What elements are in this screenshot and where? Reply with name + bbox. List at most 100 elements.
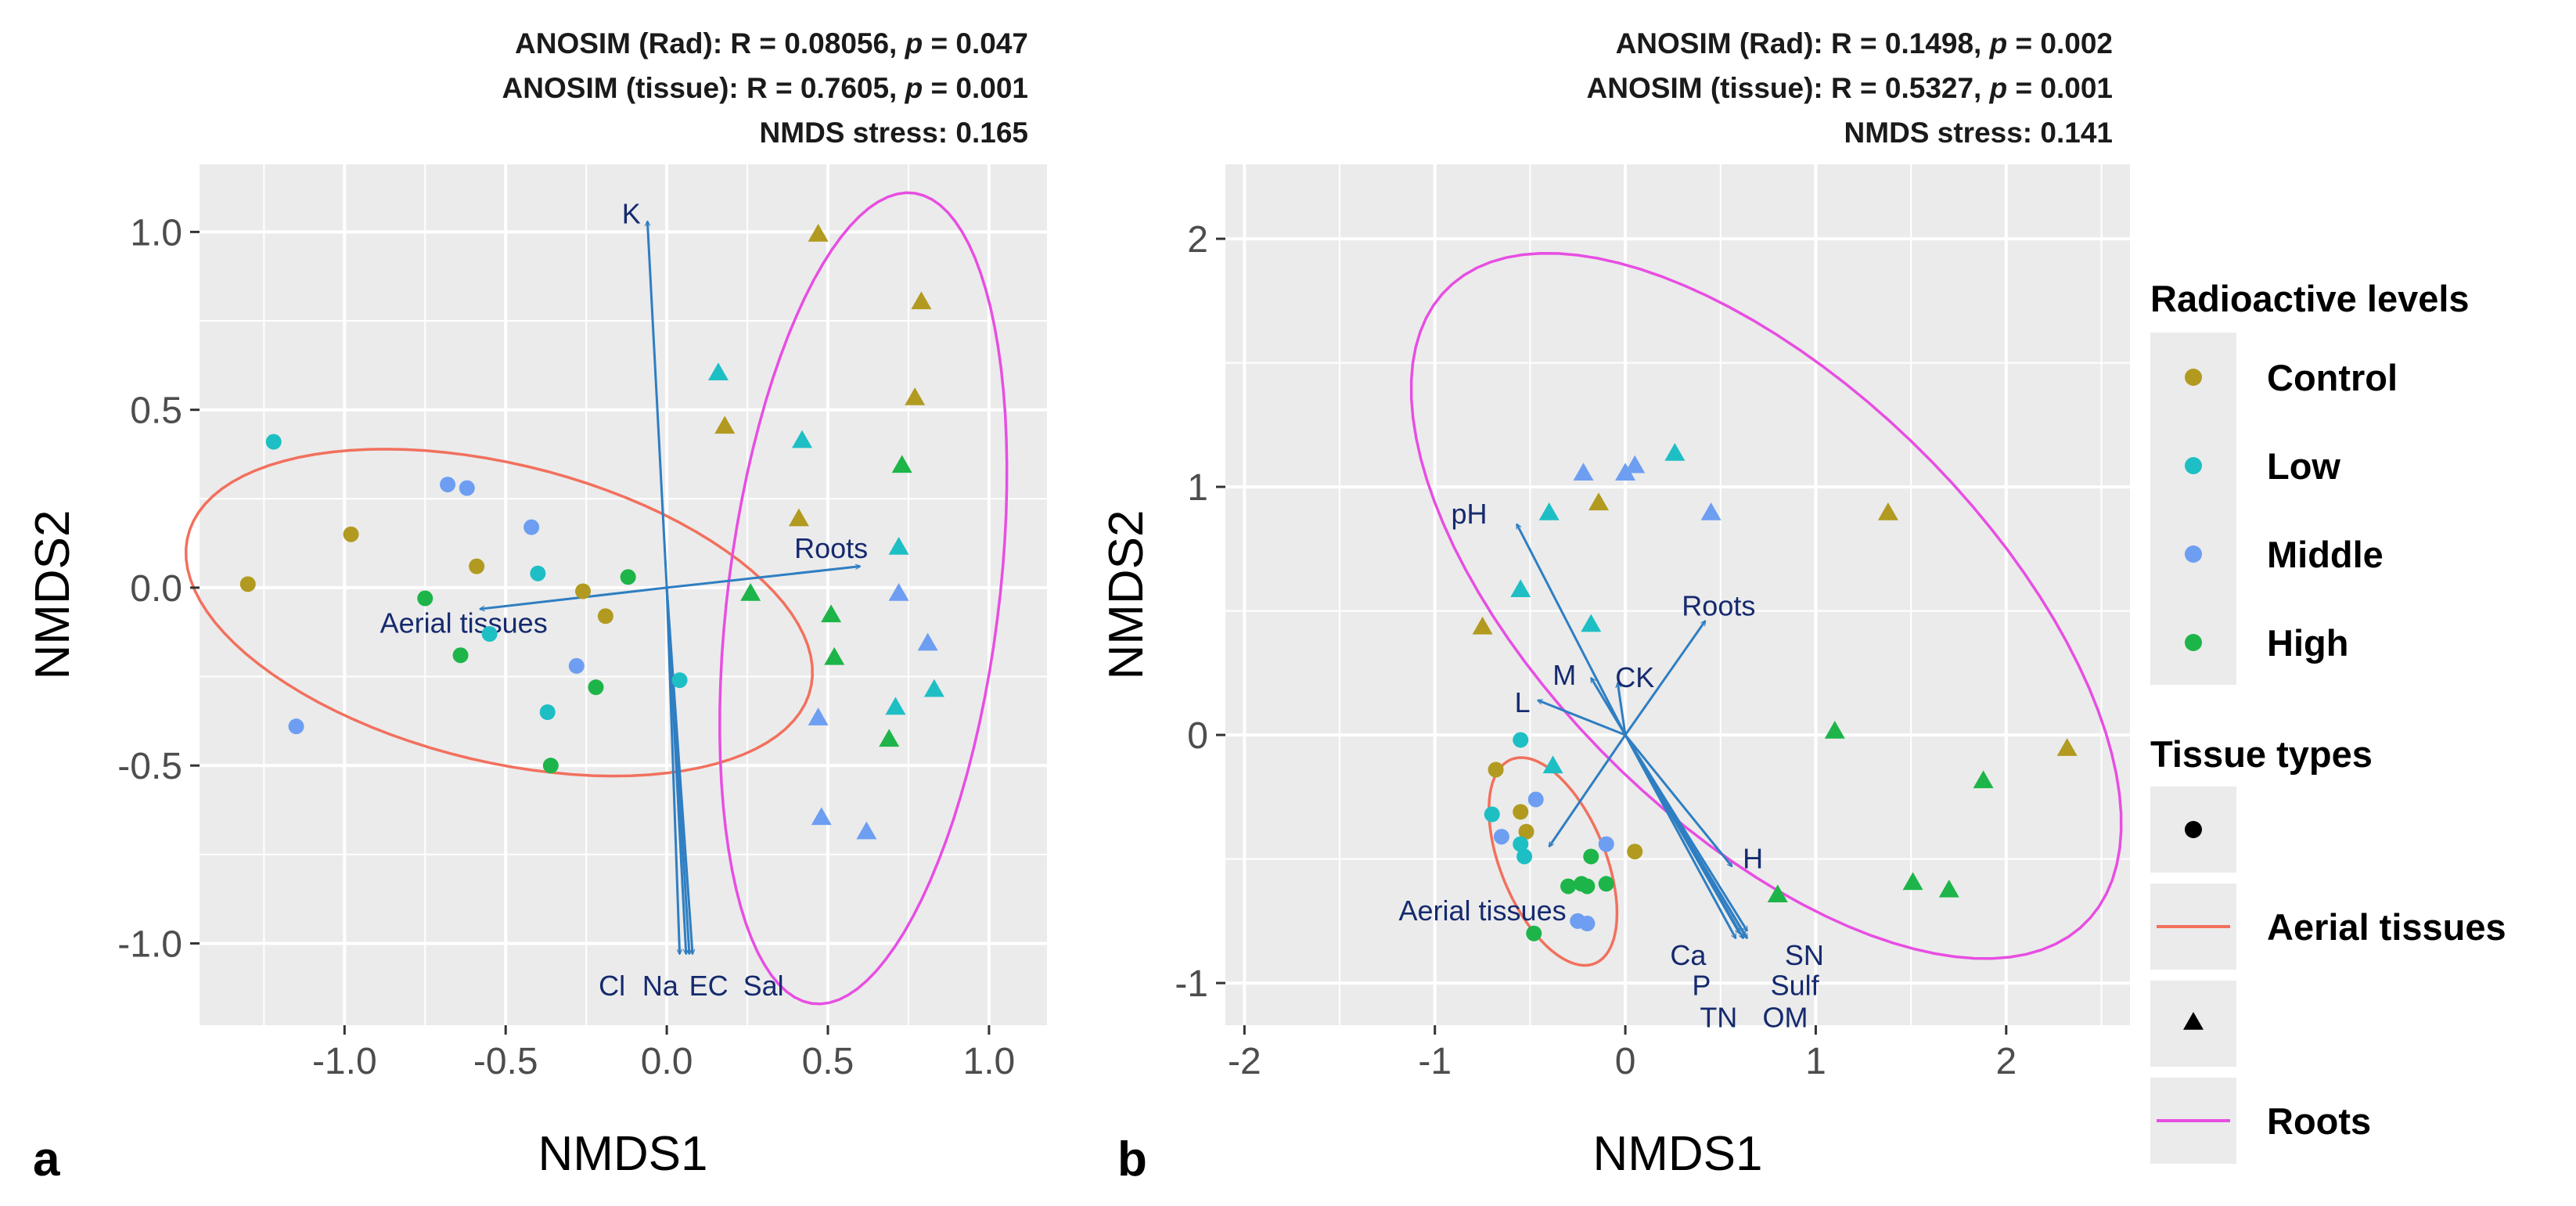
point-aerial-control xyxy=(1513,804,1529,820)
legend-title-radioactive-levels: Radioactive levels xyxy=(2150,278,2470,319)
point-roots-high xyxy=(1767,884,1788,902)
vector-label: pH xyxy=(1451,498,1487,530)
point-roots-high xyxy=(1902,872,1923,891)
title-text: = 0.047 xyxy=(923,27,1028,59)
point-aerial-high xyxy=(1560,878,1577,895)
legend-key-triangle xyxy=(2183,1012,2204,1030)
point-roots-high xyxy=(821,604,842,623)
point-roots-high xyxy=(740,583,761,601)
point-roots-control xyxy=(1588,492,1610,511)
vector-m xyxy=(1589,678,1627,736)
point-aerial-middle xyxy=(1598,836,1614,852)
vector-aerial-tissues xyxy=(480,586,667,609)
point-aerial-high xyxy=(1598,876,1614,892)
legend: Radioactive levels ControlLowMiddleHigh … xyxy=(2150,278,2506,1164)
point-roots-control xyxy=(911,291,932,310)
vector-h xyxy=(1624,734,1732,866)
point-roots-middle xyxy=(1573,463,1594,481)
title-text: = 0.001 xyxy=(923,72,1028,104)
point-roots-middle xyxy=(1700,502,1722,520)
point-roots-low xyxy=(885,697,906,715)
point-aerial-high xyxy=(452,647,469,664)
vector-aerial-tissues xyxy=(1548,734,1627,847)
panel-label: a xyxy=(33,1132,60,1186)
vector-l xyxy=(1538,700,1626,736)
title-text: NMDS stress: 0.165 xyxy=(760,117,1028,149)
ellipse-aerial-tissues xyxy=(184,448,814,778)
x-tick-label: -1.0 xyxy=(312,1041,377,1082)
ellipses xyxy=(1409,251,2123,967)
vector-om xyxy=(1624,734,1749,938)
title-line-2: ANOSIM (tissue): R = 0.7605, p = 0.001 xyxy=(502,72,1028,104)
point-aerial-high xyxy=(588,679,604,696)
vector-sal xyxy=(665,587,693,954)
legend-key-high xyxy=(2185,634,2202,651)
vector-label: CK xyxy=(1615,661,1654,693)
points xyxy=(239,223,944,840)
point-aerial-middle xyxy=(459,480,475,496)
panel-a: ANOSIM (Rad): R = 0.08056, p = 0.047 ANO… xyxy=(26,27,1047,1186)
x-tick-label: 2 xyxy=(1995,1041,2017,1082)
point-aerial-high xyxy=(542,758,559,774)
point-roots-middle xyxy=(1624,455,1646,473)
title-text: = 0.001 xyxy=(2007,72,2113,104)
y-axis-label: NMDS2 xyxy=(1099,509,1153,679)
vector-label: Aerial tissues xyxy=(1399,895,1567,927)
point-aerial-control xyxy=(1627,844,1643,860)
y-tick-label: 0 xyxy=(1187,715,1208,757)
x-axis-label: NMDS1 xyxy=(538,1127,707,1181)
point-roots-low xyxy=(1510,579,1531,598)
point-aerial-control xyxy=(1518,823,1534,840)
point-roots-low xyxy=(1664,442,1686,461)
y-tick-label: 1 xyxy=(1187,467,1208,509)
panel-b: ANOSIM (Rad): R = 0.1498, p = 0.002 ANOS… xyxy=(1099,27,2130,1186)
point-roots-low xyxy=(1538,502,1560,520)
panel-label: b xyxy=(1117,1132,1147,1186)
y-tick-label: 0.0 xyxy=(130,568,182,610)
vector-label: M xyxy=(1552,659,1576,691)
point-aerial-middle xyxy=(1527,791,1544,808)
point-aerial-control xyxy=(343,526,359,542)
vector-ph xyxy=(1516,524,1627,736)
point-roots-control xyxy=(788,508,809,527)
legend-key-low xyxy=(2185,457,2202,474)
title-text: ANOSIM (Rad): R = 0.1498, xyxy=(1616,27,1990,59)
point-roots-high xyxy=(879,729,900,747)
legend-title-tissue-types: Tissue types xyxy=(2150,733,2373,775)
ellipses xyxy=(184,191,1009,1006)
ellipse-roots xyxy=(1409,251,2123,960)
vector-label: Sal xyxy=(743,970,784,1002)
point-roots-high xyxy=(891,455,912,473)
vector-label: H xyxy=(1743,843,1763,875)
point-aerial-middle xyxy=(1579,916,1596,932)
x-tick-label: -2 xyxy=(1228,1041,1261,1082)
vector-label: EC xyxy=(689,970,729,1002)
point-aerial-low xyxy=(671,672,688,689)
vector-label: Ca xyxy=(1670,939,1707,971)
x-tick-label: 0 xyxy=(1615,1041,1636,1082)
point-roots-middle xyxy=(811,807,832,826)
points xyxy=(1472,442,2078,941)
legend-label-middle: Middle xyxy=(2267,534,2384,575)
title-line-2: ANOSIM (tissue): R = 0.5327, p = 0.001 xyxy=(1587,72,2113,104)
y-tick-labels: -1 0 1 2 xyxy=(1175,219,1225,1005)
point-roots-middle xyxy=(1615,463,1636,481)
point-aerial-low xyxy=(1513,732,1529,748)
point-aerial-low xyxy=(530,565,546,581)
vector-label: Roots xyxy=(794,532,868,564)
x-tick-label: -0.5 xyxy=(473,1041,538,1082)
legend-label-aerial-tissues: Aerial tissues xyxy=(2267,906,2506,948)
point-roots-middle xyxy=(917,632,938,651)
vector-roots xyxy=(1624,621,1707,736)
point-aerial-control xyxy=(575,583,592,599)
title-p-symbol: p xyxy=(905,27,923,59)
vector-label: TN xyxy=(1700,1001,1737,1033)
legend-label-low: Low xyxy=(2267,445,2340,487)
title-line-3: NMDS stress: 0.165 xyxy=(760,117,1028,149)
title-p-symbol: p xyxy=(1989,27,2008,59)
y-tick-labels: -1.0 -0.5 0.0 0.5 1.0 xyxy=(117,212,200,965)
point-aerial-control xyxy=(239,576,256,592)
vector-label: P xyxy=(1692,969,1711,1001)
